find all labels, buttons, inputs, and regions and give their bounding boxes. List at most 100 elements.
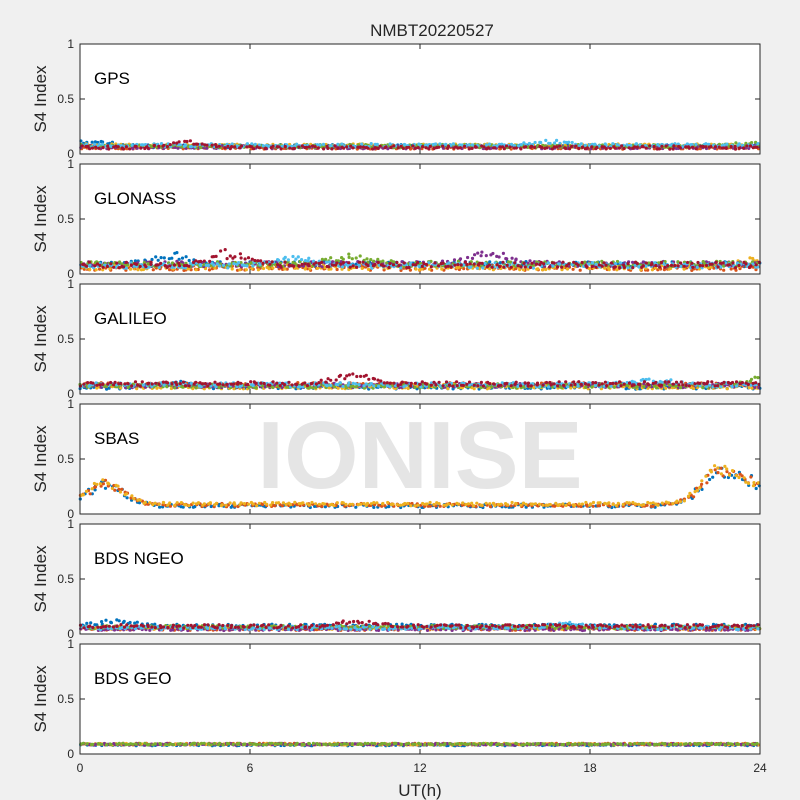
data-point (306, 259, 310, 263)
data-point (106, 382, 110, 386)
data-point (86, 144, 90, 148)
y-tick-label: 1 (67, 277, 74, 291)
data-point (283, 255, 287, 259)
data-point (347, 255, 351, 259)
data-point (493, 261, 497, 265)
data-point (98, 267, 102, 271)
data-point (489, 146, 493, 150)
data-point (668, 383, 672, 387)
data-point (88, 263, 92, 267)
data-point (376, 260, 380, 265)
data-point (159, 142, 164, 146)
axes-background (80, 44, 760, 154)
data-point (210, 143, 214, 147)
data-point (147, 265, 151, 269)
data-point (542, 262, 546, 266)
data-point (698, 381, 702, 385)
data-point (245, 264, 249, 268)
data-point (103, 478, 108, 482)
data-point (303, 381, 307, 385)
data-point (453, 263, 457, 267)
data-point (432, 380, 436, 384)
data-point (359, 374, 363, 378)
data-point (611, 381, 615, 385)
data-point (577, 380, 581, 384)
data-point (406, 386, 410, 391)
data-point (361, 145, 366, 149)
data-point (330, 147, 334, 151)
data-point (259, 381, 263, 385)
data-point (287, 380, 291, 384)
data-point (405, 266, 409, 270)
data-point (135, 387, 139, 391)
data-point (530, 261, 534, 265)
y-tick-label: 1 (67, 37, 74, 51)
data-point (615, 259, 620, 264)
data-point (232, 382, 236, 386)
data-point (296, 255, 300, 259)
data-point (476, 384, 480, 388)
data-point (237, 261, 241, 265)
data-point (481, 266, 485, 270)
data-point (367, 377, 371, 381)
data-point (253, 258, 257, 263)
data-point (440, 267, 444, 271)
data-point (536, 267, 540, 271)
data-point (233, 145, 237, 149)
data-point (106, 144, 110, 148)
data-point (403, 143, 407, 147)
data-point (325, 384, 329, 388)
data-point (730, 385, 734, 389)
data-point (652, 144, 656, 149)
data-point (199, 259, 203, 263)
data-point (129, 263, 133, 267)
data-point (124, 260, 129, 264)
data-point (120, 262, 124, 266)
data-point (376, 146, 380, 150)
data-point (576, 384, 580, 388)
y-tick-label: 1 (67, 157, 74, 171)
data-point (210, 261, 214, 265)
data-point (557, 262, 562, 266)
data-point (490, 265, 494, 269)
data-point (719, 382, 724, 386)
data-point (94, 268, 98, 272)
data-point (251, 383, 255, 388)
data-point (647, 383, 651, 387)
data-point (250, 142, 254, 146)
data-point (351, 264, 355, 268)
data-point (293, 261, 297, 265)
data-point (392, 381, 396, 385)
data-point (345, 145, 349, 149)
data-point (579, 142, 583, 146)
data-point (701, 144, 705, 149)
data-point (175, 383, 179, 387)
data-point (212, 255, 216, 259)
data-point (279, 147, 283, 151)
data-point (90, 146, 95, 150)
data-point (733, 147, 738, 151)
data-point (290, 383, 294, 387)
data-point (271, 380, 275, 384)
data-point (264, 146, 268, 150)
data-point (395, 260, 399, 265)
series-7 (80, 139, 759, 151)
data-point (519, 143, 523, 147)
data-point (140, 380, 144, 384)
data-point (706, 380, 710, 384)
data-point (200, 382, 205, 386)
data-point (479, 254, 483, 258)
data-point (254, 381, 258, 385)
axes-background (80, 284, 760, 394)
data-point (307, 264, 311, 268)
data-point (631, 266, 635, 270)
data-point (530, 144, 534, 148)
data-point (564, 146, 568, 151)
data-point (93, 264, 97, 268)
data-point (574, 144, 578, 148)
data-point (470, 256, 475, 260)
data-point (565, 385, 570, 389)
data-point (327, 260, 332, 264)
data-point (465, 262, 469, 267)
data-point (735, 261, 740, 265)
